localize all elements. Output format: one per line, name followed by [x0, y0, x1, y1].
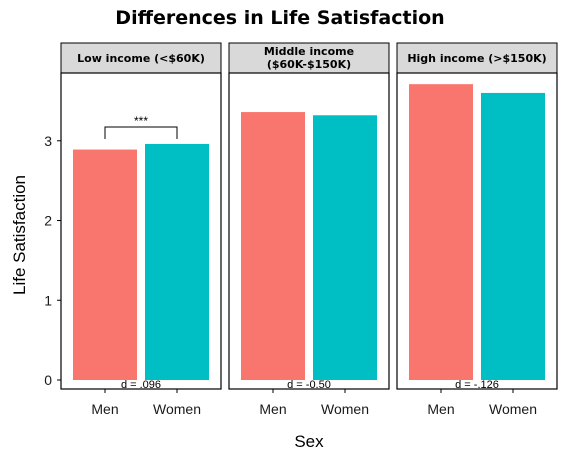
y-tick-label: 1	[44, 292, 52, 308]
bar-men	[73, 149, 137, 380]
effect-size-label: d = -0.50	[287, 379, 331, 391]
facet-strip-label: Low income (<$60K)	[77, 52, 205, 65]
bar-men	[241, 112, 305, 380]
y-axis-title: Life Satisfaction	[10, 175, 29, 295]
facet-panel: Middle income($60K-$150K) Men Women d = -0.…	[228, 42, 390, 417]
y-axis: 0 1 2 3	[44, 133, 61, 388]
bar-women	[145, 143, 209, 380]
x-tick-label: Women	[489, 401, 537, 417]
x-tick-label: Women	[153, 401, 201, 417]
facet-strip	[396, 42, 558, 74]
bar-women	[313, 115, 377, 381]
significance-label: ***	[134, 114, 148, 128]
facet-panel: Low income (<$60K) Men Women d = .096 ***	[60, 42, 222, 417]
effect-size-label: d = -.126	[455, 379, 499, 391]
x-axis-title: Sex	[294, 432, 324, 451]
chart-title: Differences in Life Satisfaction	[115, 7, 444, 29]
panels-layer: Low income (<$60K) Men Women d = .096 *** Mid…	[60, 42, 558, 417]
facet-strip-label: High income (>$150K)	[407, 52, 546, 65]
facet-strip-label: Middle income	[264, 45, 354, 58]
y-tick-label: 0	[44, 372, 52, 388]
facet-strip	[60, 42, 222, 74]
facet-strip-label: ($60K-$150K)	[267, 58, 351, 71]
y-tick-label: 3	[44, 133, 52, 149]
effect-size-label: d = .096	[121, 379, 161, 391]
facet-strip	[228, 42, 390, 74]
bar-men	[409, 84, 473, 380]
facet-panel: High income (>$150K) Men Women d = -.126	[396, 42, 558, 417]
x-tick-label: Men	[259, 401, 286, 417]
x-tick-label: Men	[427, 401, 454, 417]
bar-women	[481, 92, 545, 381]
x-tick-label: Men	[91, 401, 118, 417]
x-tick-label: Women	[321, 401, 369, 417]
y-tick-label: 2	[44, 213, 52, 229]
significance-bracket	[104, 126, 178, 139]
